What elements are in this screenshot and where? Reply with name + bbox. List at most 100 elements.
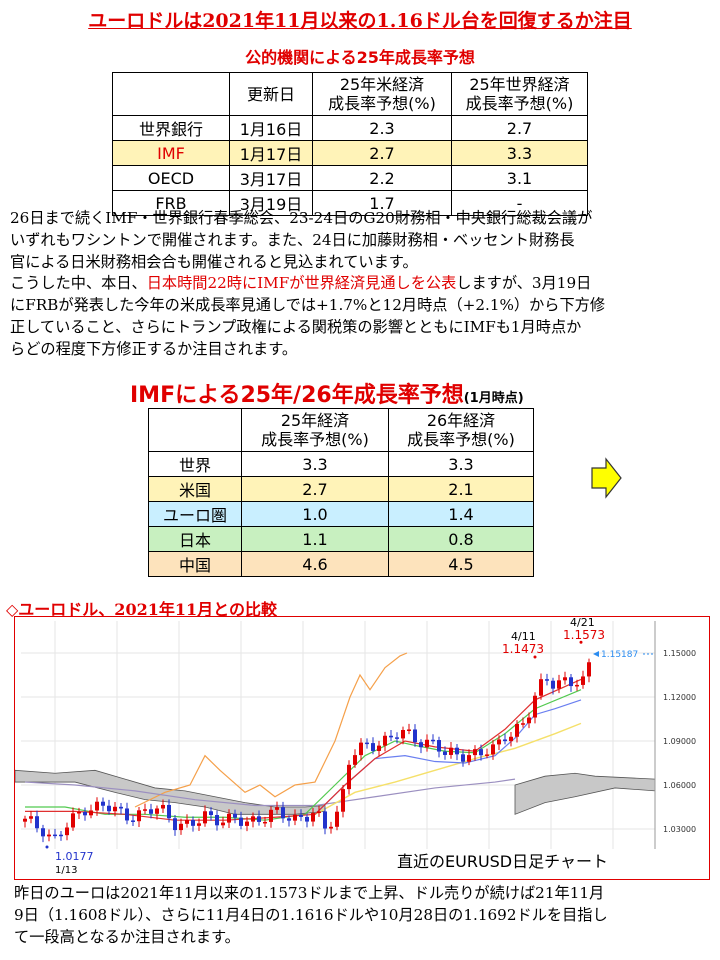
table2-header-25: 25年経済 成長率予想(%) (241, 408, 389, 452)
candle (245, 821, 249, 826)
chart-canvas: 1.15000 1.12000 1.09000 1.06000 1.03000 1.15… (14, 616, 696, 876)
candle (455, 747, 459, 755)
y-tick-label: 1.06000 (663, 781, 696, 790)
candle (131, 820, 135, 822)
candle (167, 804, 171, 819)
annotation-date: 4/11 (511, 630, 536, 643)
candlesticks (23, 640, 591, 849)
annotation-date: 1/13 (55, 865, 77, 876)
imf-forecast-table: 25年経済 成長率予想(%) 26年経済 成長率予想(%) 世界 3.3 3.3… (148, 408, 534, 577)
table1-caption: 公的機関による25年成長率予想 (245, 48, 475, 67)
chart-caption: 直近のEURUSD日足チャート (397, 852, 608, 871)
candle (173, 818, 177, 831)
table1-date: 3月17日 (229, 165, 313, 191)
annotation-date: 4/21 (570, 617, 595, 629)
candle (251, 816, 255, 822)
candle (437, 740, 441, 752)
candle (203, 811, 207, 824)
candle (83, 811, 87, 816)
candle (395, 737, 399, 739)
candle (305, 816, 309, 822)
candle (323, 811, 327, 829)
candle (53, 834, 57, 837)
candle (101, 801, 105, 806)
candle (587, 662, 591, 677)
table2-header-26: 26年経済 成長率予想(%) (388, 408, 534, 452)
table-row: 中国 4.6 4.5 (148, 551, 534, 577)
candle (515, 723, 519, 737)
candle (287, 818, 291, 821)
candle (425, 739, 429, 748)
highlight-text: 日本時間22時にIMFが世界経済見通しを公表 (146, 274, 457, 293)
paragraph-line: いずれもワシントンで開催されます。また、24日に加藤財務相・ベッセント財務長 (10, 230, 575, 249)
growth-forecast-table: 更新日 25年米経済 成長率予想(%) 25年世界経済 成長率予想(%) 世界銀… (112, 72, 588, 216)
candle (65, 827, 69, 836)
candle (383, 735, 387, 746)
table1-us: 2.2 (312, 165, 452, 191)
table2-y25: 1.0 (241, 501, 389, 527)
candle (449, 747, 453, 755)
table1-header-world: 25年世界経済 成長率予想(%) (451, 72, 588, 116)
candle (275, 807, 279, 810)
paragraph-line: 昨日のユーロは2021年11月以来の1.1573ドルまで上昇、ドル売りが続けば2… (14, 884, 605, 902)
candle (113, 806, 117, 812)
candle (179, 823, 183, 831)
candle (125, 808, 129, 821)
table1-world: 3.3 (451, 140, 588, 166)
table2-y26: 2.1 (388, 476, 534, 502)
table2-y26: 1.4 (388, 501, 534, 527)
candle (347, 764, 351, 790)
y-tick-label: 1.03000 (663, 825, 696, 834)
paragraph-line: らどの程度下方修正するか注目されます。 (10, 339, 298, 358)
candle (485, 754, 489, 756)
candle (557, 680, 561, 689)
candle (431, 739, 435, 742)
candle (317, 811, 321, 814)
y-tick-label: 1.09000 (663, 737, 696, 746)
candle (467, 755, 471, 762)
table-row: 日本 1.1 0.8 (148, 526, 534, 552)
table1-date: 3月19日 (229, 190, 313, 216)
candle (575, 684, 579, 687)
candle (581, 676, 585, 685)
candle (503, 739, 507, 742)
candle (443, 751, 447, 755)
table1-world: - (451, 190, 588, 216)
candle (491, 744, 495, 755)
candle (413, 729, 417, 743)
arrow-right-icon (591, 457, 622, 499)
annotation-price: 1.1473 (502, 642, 544, 656)
moving-average-long-line (314, 722, 582, 815)
candle (143, 809, 147, 811)
text-span: しますが、3月19日 (456, 274, 592, 293)
candle (47, 834, 51, 837)
table2-y26: 0.8 (388, 526, 534, 552)
table1-header-us: 25年米経済 成長率予想(%) (312, 72, 452, 116)
table-row: OECD 3月17日 2.2 3.1 (112, 165, 588, 191)
table1-org: OECD (112, 165, 230, 191)
table2-y25: 1.1 (241, 526, 389, 552)
candle (59, 834, 63, 837)
paragraph-line: にFRBが発表した今年の米成長率見通しでは+1.7%と12月時点（+2.1%）か… (10, 296, 606, 315)
table2-region: ユーロ圏 (148, 501, 242, 527)
table-row: 世界銀行 1月16日 2.3 2.7 (112, 115, 588, 141)
candle (539, 679, 543, 696)
table1-world: 2.7 (451, 115, 588, 141)
candle (239, 817, 243, 826)
candle (551, 680, 555, 689)
price-axis: 1.15000 1.12000 1.09000 1.06000 1.03000 (654, 621, 696, 849)
candle (257, 816, 261, 822)
candle (23, 818, 27, 822)
table1-org: 世界銀行 (112, 115, 230, 141)
candle (359, 742, 363, 756)
current-price-label: 1.15187 (601, 650, 638, 660)
candle (341, 789, 345, 812)
candle (221, 822, 225, 826)
candle (335, 811, 339, 827)
table2-region: 世界 (148, 451, 242, 477)
annotation-price: 1.1573 (563, 628, 605, 642)
body-paragraph-2: 昨日のユーロは2021年11月以来の1.1573ドルまで上昇、ドル売りが続けば2… (14, 882, 714, 948)
conversion-line (25, 678, 582, 821)
candle (533, 695, 537, 718)
candle (41, 828, 45, 837)
